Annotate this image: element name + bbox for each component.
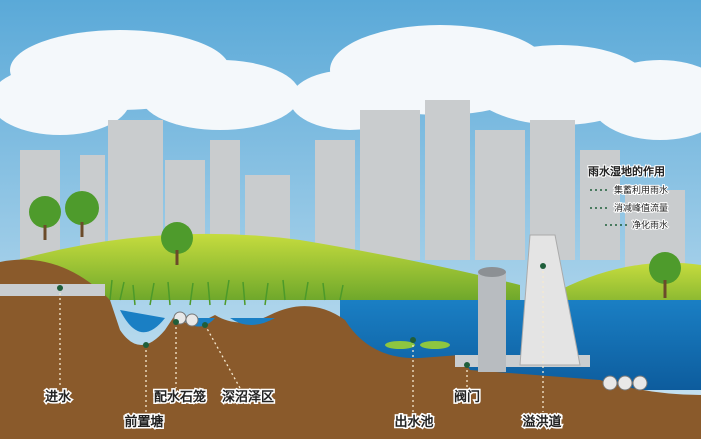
label: 阀门 [454, 389, 480, 405]
label: 配水石笼 [154, 389, 206, 405]
legend-item: 消减峰值流量 [614, 202, 668, 214]
label: 前置塘 [124, 414, 163, 430]
legend-title: 雨水湿地的作用 [588, 164, 665, 178]
label: 进水 [45, 389, 72, 405]
legend: 雨水湿地的作用 集蓄利用雨水 消减峰值流量 净化雨水 [587, 163, 669, 232]
legend-item: 净化雨水 [632, 219, 668, 231]
label-leaders [57, 263, 546, 412]
label: 出水池 [394, 414, 433, 430]
legend-item: 集蓄利用雨水 [614, 184, 668, 196]
labels: 进水 前置塘 配水石笼 深沼泽区 出水池 阀门 溢洪道 [43, 388, 563, 432]
label: 溢洪道 [522, 414, 561, 430]
label: 深沼泽区 [222, 389, 274, 405]
